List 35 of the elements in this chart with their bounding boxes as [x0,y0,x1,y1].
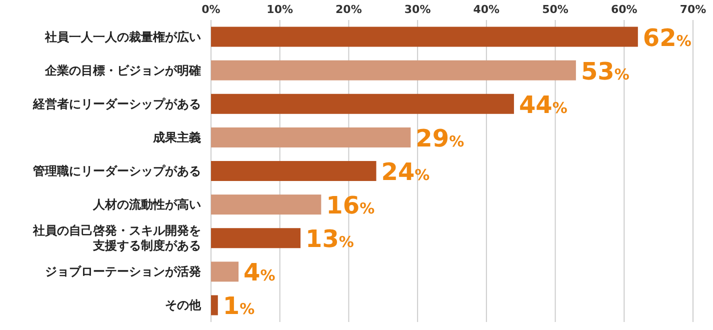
x-tick-label: 70% [680,3,706,16]
bar [211,94,514,114]
data-label: 1% [222,292,255,320]
bar [211,295,218,316]
y-tick-label: 管理職にリーダーシップがある [32,164,201,178]
y-tick-label: 社員の自己啓発・スキル開発を支援する制度がある [32,224,201,253]
data-label: 13% [306,225,354,254]
y-tick-label: その他 [165,298,202,312]
data-label: 29% [416,124,464,152]
x-tick-label: 10% [266,3,294,16]
data-label: 16% [326,192,375,220]
bar [211,127,411,148]
x-tick-label: 50% [542,3,568,16]
y-tick-label: 企業の目標・ビジョンが明確 [44,63,201,78]
bar [211,26,638,47]
x-tick-label: 30% [404,3,431,16]
x-tick-label: 60% [610,3,638,16]
data-label: 44% [518,90,568,119]
x-tick-label: 20% [336,3,362,16]
y-tick-label: 経営者にリーダーシップがある [32,96,201,111]
x-tick-label: 40% [473,3,500,16]
bar [211,60,576,80]
y-tick-label: ジョブローテーションが活発 [45,264,201,279]
bar [211,194,322,215]
data-label: 24% [381,158,430,186]
data-label: 4% [244,258,276,287]
y-tick-label: 社員一人一人の裁量権が広い [44,30,201,44]
bar [211,228,301,248]
x-tick-label: 0% [202,3,220,16]
bar [211,262,239,282]
bar [211,161,376,181]
data-label: 62% [642,24,692,52]
data-label: 53% [580,57,630,86]
y-tick-label: 成果主義 [152,130,201,144]
y-tick-label: 人材の流動性が高い [92,198,201,212]
